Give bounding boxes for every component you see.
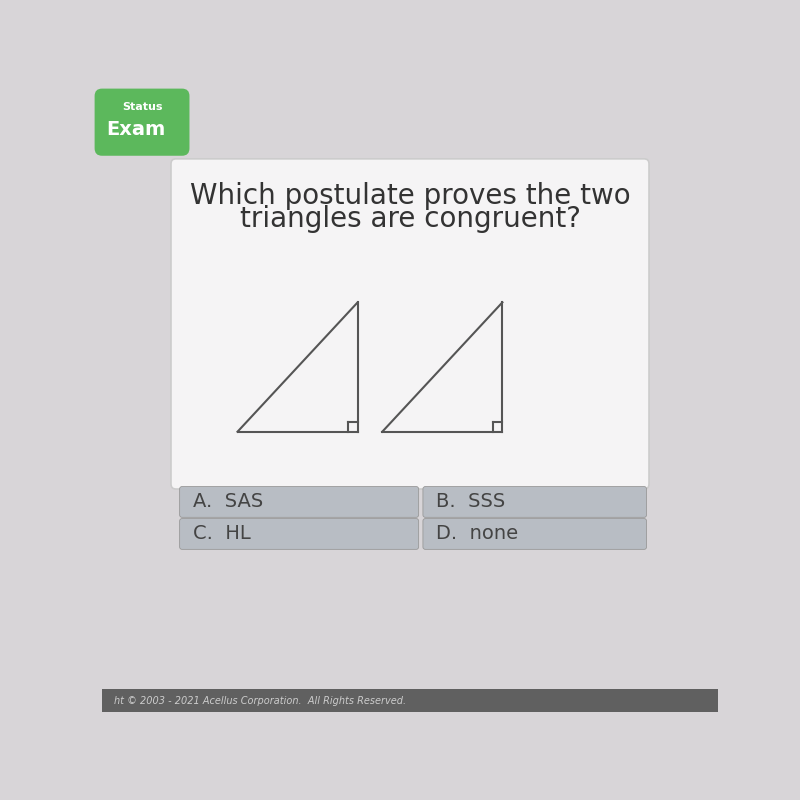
Text: triangles are congruent?: triangles are congruent? (239, 206, 581, 234)
FancyBboxPatch shape (180, 518, 418, 550)
Bar (102, 689, 718, 712)
Text: Which postulate proves the two: Which postulate proves the two (190, 182, 630, 210)
FancyBboxPatch shape (423, 486, 646, 518)
FancyBboxPatch shape (423, 518, 646, 550)
Text: D.  none: D. none (437, 525, 518, 543)
FancyBboxPatch shape (94, 89, 190, 156)
FancyBboxPatch shape (171, 159, 649, 489)
Text: B.  SSS: B. SSS (437, 493, 506, 511)
Text: ht © 2003 - 2021 Acellus Corporation.  All Rights Reserved.: ht © 2003 - 2021 Acellus Corporation. Al… (114, 696, 406, 706)
Text: Exam: Exam (106, 120, 166, 138)
Text: A.  SAS: A. SAS (193, 493, 263, 511)
FancyBboxPatch shape (180, 486, 418, 518)
Text: C.  HL: C. HL (193, 525, 251, 543)
Text: Status: Status (122, 102, 162, 112)
